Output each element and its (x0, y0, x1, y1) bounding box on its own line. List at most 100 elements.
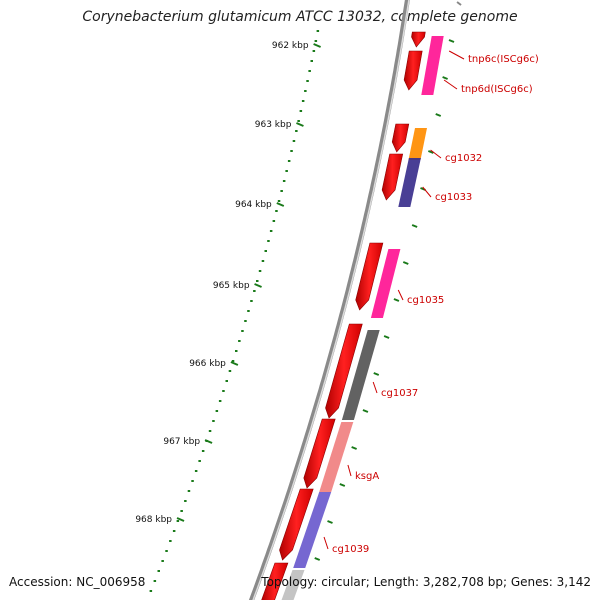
kbp-tick-label: 967 kbp (163, 437, 200, 447)
leader-line (443, 79, 458, 90)
cds-arrow[interactable] (355, 242, 384, 311)
gc-dot (172, 530, 176, 532)
length-value: 3,282,708 bp; (422, 575, 508, 589)
leader-line (372, 381, 378, 394)
gc-dot (184, 500, 187, 502)
gc-dot (261, 260, 265, 262)
kbp-tick-label: 962 kbp (272, 41, 309, 51)
gc-dot (222, 390, 225, 392)
gc-dot (194, 470, 198, 472)
gc-dot (165, 550, 168, 552)
gc-dot (267, 240, 270, 242)
leader-line (323, 536, 329, 550)
gc-dot (238, 340, 241, 342)
minor-tick (411, 224, 418, 228)
gc-dot (228, 370, 232, 372)
cds-arrow[interactable] (411, 31, 426, 48)
cds-features[interactable] (261, 31, 426, 600)
cog-feature[interactable] (319, 422, 354, 492)
gc-dot (198, 460, 201, 462)
gc-dot (231, 360, 235, 362)
kbp-tick (313, 43, 321, 48)
gene-label[interactable]: cg1032 (445, 153, 482, 164)
gene-label[interactable]: tnp6d(ISCg6c) (461, 84, 533, 95)
gc-dot (285, 170, 288, 172)
gc-dot (290, 150, 293, 152)
kbp-tick (296, 122, 304, 127)
gc-dot (218, 400, 222, 402)
cog-feature[interactable] (398, 158, 421, 207)
topology-value: circular; (321, 575, 370, 589)
minor-tick (442, 76, 448, 80)
gene-label[interactable]: cg1039 (332, 544, 369, 555)
minor-tick (448, 39, 455, 43)
cog-colored-features[interactable] (278, 36, 444, 600)
topology-info: Topology: circular; Length: 3,282,708 bp… (261, 575, 591, 589)
gc-dot (180, 510, 183, 512)
gene-labels[interactable]: tnp6c(ISCg6c) tnp6d(ISCg6c) cg1032 cg1033 cg… (332, 54, 539, 555)
cog-feature[interactable] (370, 249, 401, 318)
cds-arrow[interactable] (325, 323, 363, 419)
gc-dot (314, 40, 318, 42)
kbp-tick-label: 965 kbp (213, 281, 250, 291)
cds-arrow[interactable] (261, 562, 289, 600)
gc-dot (250, 300, 253, 302)
gc-dot (312, 50, 316, 52)
gc-dot (201, 450, 205, 452)
gene-label[interactable]: tnp6c(ISCg6c) (468, 54, 539, 65)
minor-tick (435, 113, 442, 117)
leader-line (397, 289, 404, 301)
cog-feature[interactable] (408, 128, 428, 160)
minor-tick (339, 483, 346, 487)
gc-dot (149, 590, 153, 592)
cds-arrow[interactable] (403, 50, 423, 91)
genes-value: 3,142 (556, 575, 591, 589)
genome-backbone-highlight (252, 0, 410, 600)
gc-dot (176, 520, 180, 522)
gc-dot (153, 580, 157, 582)
gc-dot (277, 200, 281, 202)
minor-tick (314, 557, 321, 561)
cog-feature[interactable] (293, 492, 332, 568)
length-label: Length: (373, 575, 420, 589)
cds-arrow[interactable] (279, 488, 314, 561)
kbp-tick (204, 439, 213, 444)
kbp-tick (276, 202, 285, 207)
cog-feature[interactable] (421, 36, 444, 95)
cds-arrow[interactable] (303, 418, 336, 489)
gc-dot (253, 290, 256, 292)
gc-dot (208, 430, 212, 432)
gc-dot (287, 160, 291, 162)
gc-dot (241, 330, 244, 332)
minor-tick (362, 409, 369, 413)
minor-tick (373, 372, 380, 376)
gc-dot (272, 220, 276, 222)
gc-dot (280, 190, 283, 192)
gc-dot (235, 350, 238, 352)
gc-dot (310, 60, 313, 62)
gene-label[interactable]: ksgA (355, 471, 379, 482)
kbp-tick-labels: 962 kbp 963 kbp 964 kbp 965 kbp 966 kbp 967 k… (135, 41, 309, 525)
gene-label[interactable]: cg1035 (407, 295, 444, 306)
gc-dotted-track (149, 30, 320, 592)
minor-tick (402, 261, 409, 265)
gene-label[interactable]: cg1037 (381, 388, 418, 399)
label-leader-lines (323, 50, 465, 550)
gc-dot (157, 570, 160, 572)
topology-label: Topology: (261, 575, 318, 589)
minor-tick (351, 446, 357, 450)
gc-dot (316, 30, 320, 32)
gc-dot (258, 270, 262, 272)
gene-label[interactable]: cg1033 (435, 192, 472, 203)
accession-value: NC_006958 (76, 575, 146, 589)
kbp-tick-label: 968 kbp (135, 515, 172, 525)
gc-dot (212, 420, 215, 422)
cog-feature[interactable] (341, 330, 380, 420)
cds-arrow[interactable] (381, 153, 404, 201)
kbp-tick (176, 517, 185, 522)
cds-arrow[interactable] (391, 123, 410, 153)
gc-dot (297, 120, 300, 122)
gc-dot (292, 140, 296, 142)
cog-feature[interactable] (278, 570, 305, 600)
